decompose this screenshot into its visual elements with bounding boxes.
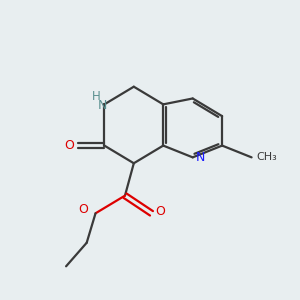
Text: H: H bbox=[92, 91, 100, 103]
Text: N: N bbox=[196, 151, 206, 164]
Text: O: O bbox=[78, 203, 88, 216]
Text: N: N bbox=[98, 99, 108, 112]
Text: O: O bbox=[155, 205, 165, 218]
Text: O: O bbox=[64, 139, 74, 152]
Text: CH₃: CH₃ bbox=[256, 152, 277, 162]
